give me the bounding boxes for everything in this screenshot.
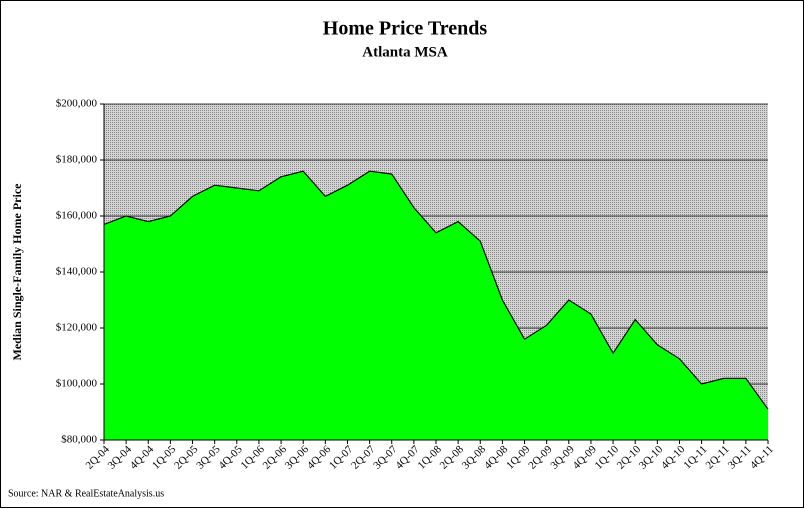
area-outline [103,170,769,410]
y-axis-label: Median Single-Family Home Price [10,183,24,361]
chart-subtitle: Atlanta MSA [362,44,448,60]
y-tick-label: $160,000 [56,210,98,222]
y-tick-label: $140,000 [56,266,98,278]
chart-title: Home Price Trends [323,18,488,40]
y-tick-label: $100,000 [56,378,98,390]
source-note: Source: NAR & RealEstateAnalysis.us [8,488,164,499]
area [104,171,768,440]
y-tick-label: $120,000 [56,322,98,334]
y-tick-label: $80,000 [61,434,97,446]
y-tick-label: $180,000 [56,154,98,166]
y-tick-label: $200,000 [56,98,98,110]
